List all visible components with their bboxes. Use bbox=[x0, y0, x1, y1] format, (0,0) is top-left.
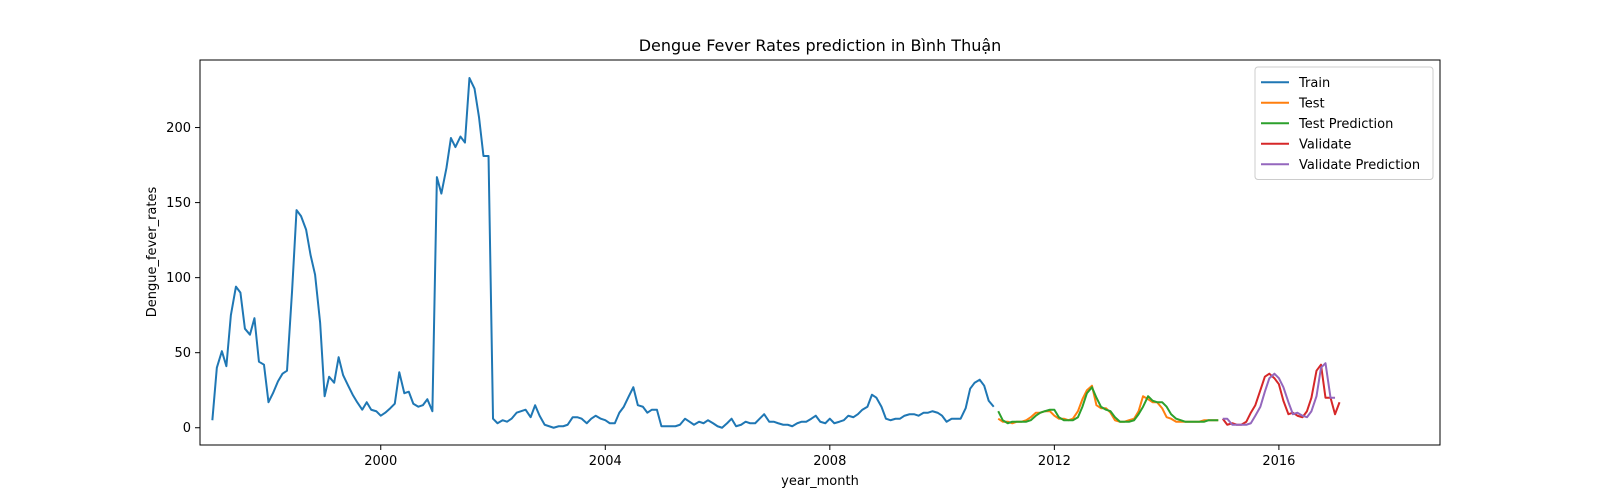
chart-title: Dengue Fever Rates prediction in Bình Th… bbox=[639, 36, 1002, 55]
series-line-train bbox=[211, 77, 995, 429]
legend-label-validate: Validate bbox=[1299, 137, 1351, 152]
x-tick-label: 2004 bbox=[589, 454, 622, 469]
y-axis: 0 50 100 150 200 bbox=[166, 121, 200, 436]
x-axis-label: year_month bbox=[781, 474, 859, 489]
legend: Train Test Test Prediction Validate Validate… bbox=[1254, 66, 1434, 180]
y-tick-label: 200 bbox=[166, 121, 191, 136]
x-tick-label: 2000 bbox=[364, 454, 397, 469]
series-line-test-prediction bbox=[997, 386, 1219, 425]
plot-frame bbox=[199, 59, 1441, 446]
series-layer bbox=[211, 77, 1341, 429]
legend-box bbox=[1254, 66, 1434, 180]
series-line-validate-prediction bbox=[1222, 362, 1336, 426]
y-axis-label: Dengue_fever_rates bbox=[145, 187, 160, 318]
legend-label-train: Train bbox=[1298, 76, 1330, 91]
x-tick-label: 2012 bbox=[1038, 454, 1071, 469]
y-tick-label: 150 bbox=[166, 196, 191, 211]
legend-label-test-prediction: Test Prediction bbox=[1298, 117, 1393, 132]
legend-label-validate-prediction: Validate Prediction bbox=[1299, 158, 1420, 173]
x-tick-label: 2016 bbox=[1262, 454, 1295, 469]
legend-label-test: Test bbox=[1298, 96, 1325, 111]
x-axis: 2000 2004 2008 2012 2016 bbox=[364, 445, 1295, 469]
y-tick-label: 100 bbox=[166, 271, 191, 286]
y-tick-label: 50 bbox=[174, 346, 191, 361]
y-tick-label: 0 bbox=[183, 421, 191, 436]
x-tick-label: 2008 bbox=[813, 454, 846, 469]
